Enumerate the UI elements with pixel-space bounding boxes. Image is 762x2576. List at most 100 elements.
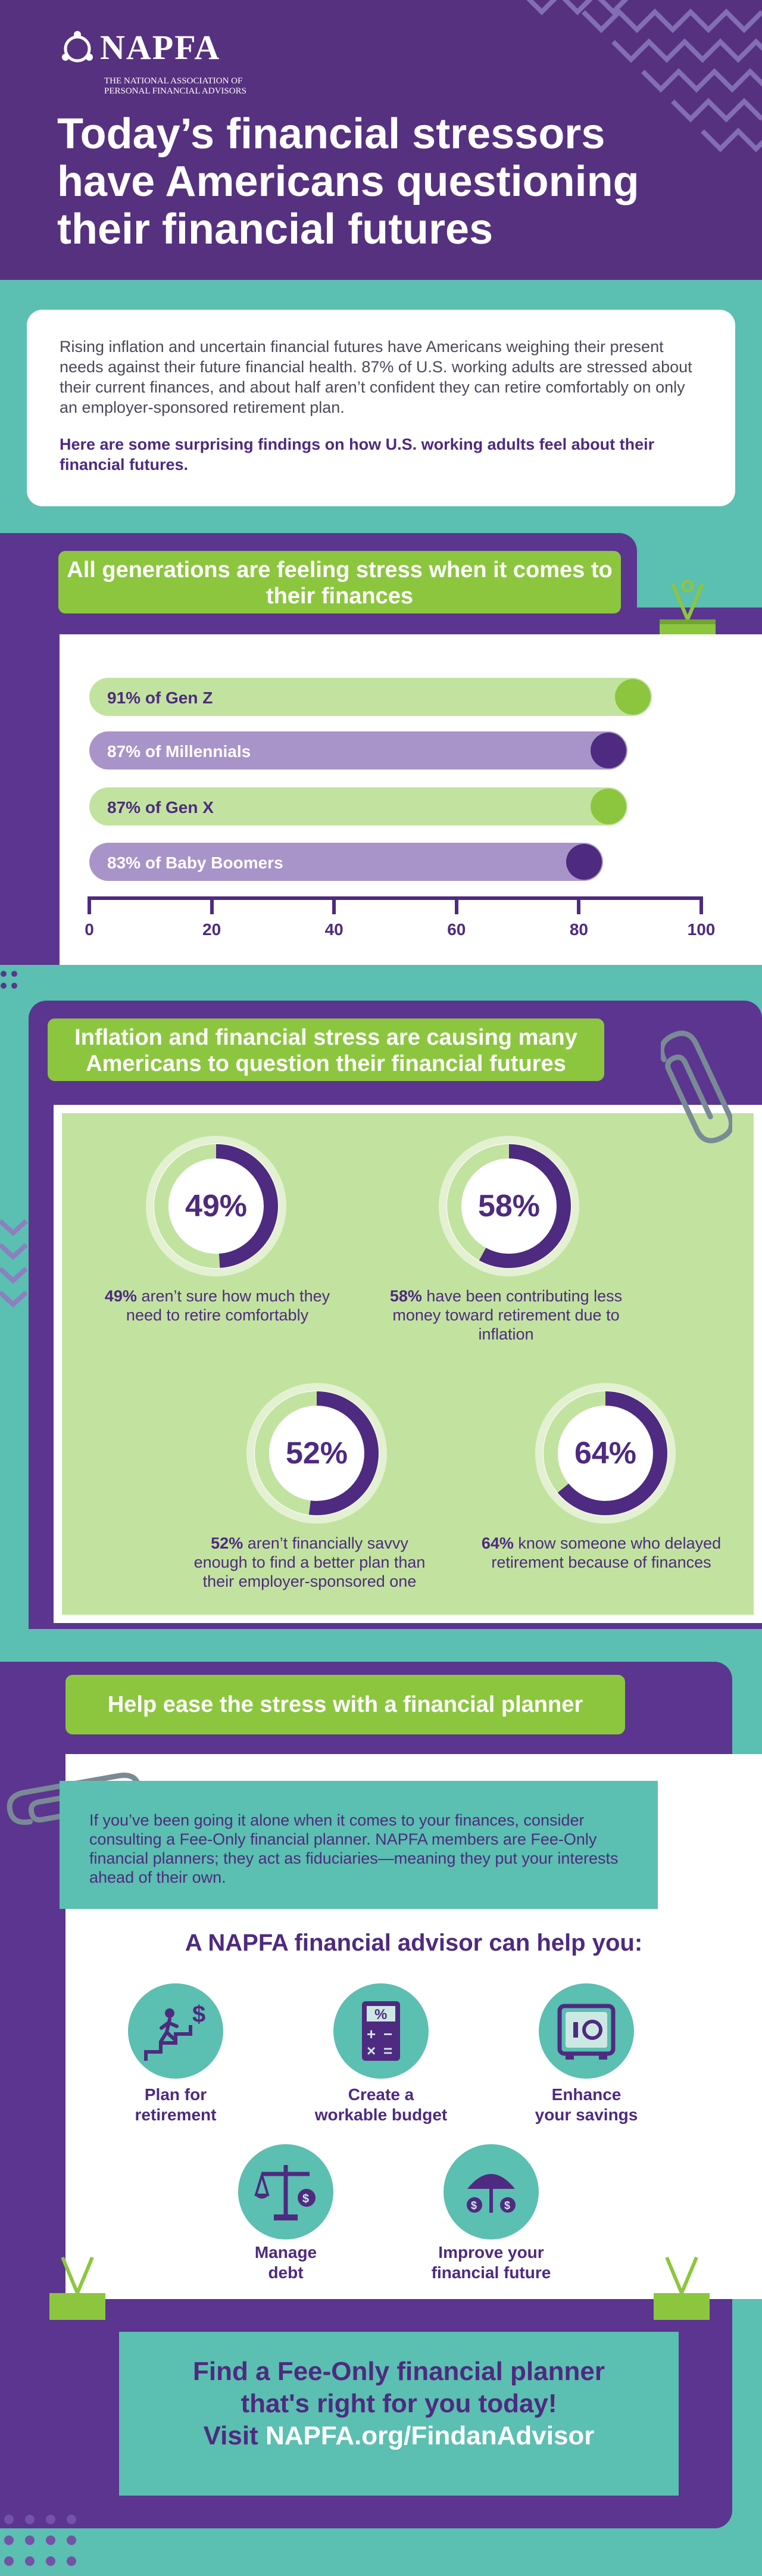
cta-line-2: that's right for you today! <box>241 2389 557 2418</box>
item-label-savings: Enhance your savings <box>497 2085 676 2125</box>
x-tick-label: 60 <box>447 920 466 939</box>
bar-label: 91% of Gen Z <box>107 689 213 707</box>
svg-text:−: − <box>383 2025 392 2043</box>
item-label-line1: Plan for <box>144 2085 207 2104</box>
bar-end-dot <box>566 844 602 880</box>
item-label-line2: workable budget <box>314 2105 448 2124</box>
section1-title: All generations are feeling stress when … <box>58 551 621 613</box>
donut-64: 64% <box>534 1382 677 1525</box>
bar-label: 87% of Gen X <box>107 798 214 817</box>
calculator-icon: % + − × = <box>362 2001 400 2061</box>
retirement-circle: $ <box>128 1983 223 2079</box>
zigzag-decoration <box>526 0 762 152</box>
logo-subtitle: THE NATIONAL ASSOCIATION OF PERSONAL FIN… <box>104 76 246 96</box>
item-label-budget: Create a workable budget <box>292 2085 470 2125</box>
donut-58: 58% <box>438 1135 580 1278</box>
donut-ring <box>146 1136 286 1276</box>
stats-card <box>54 1105 762 1623</box>
bar-end-dot <box>591 789 627 824</box>
donut-ring <box>535 1383 676 1524</box>
x-tick-label: 0 <box>85 920 94 939</box>
bar-label: 87% of Millennials <box>107 742 251 761</box>
donut-ring <box>439 1136 579 1276</box>
item-label-future: Improve your financial future <box>402 2242 580 2283</box>
retirement-stairs-icon: $ <box>144 2001 205 2061</box>
dots-bottom-decoration <box>4 2515 76 2566</box>
donut-ring <box>246 1383 387 1524</box>
item-label-line2: debt <box>268 2263 304 2282</box>
donut-value: 52% <box>285 1436 348 1471</box>
donut-arc <box>255 1391 379 1515</box>
x-tick-label: 20 <box>202 920 221 939</box>
x-axis <box>88 896 701 900</box>
x-tick-label: 100 <box>687 920 716 939</box>
item-label-line1: Create a <box>348 2085 414 2104</box>
savings-circle <box>539 1983 634 2079</box>
stat-text: 58% have been contributing less money to… <box>389 1287 623 1343</box>
x-tick-label: 40 <box>324 920 343 939</box>
stat-text: 64% know someone who delayed retirement … <box>481 1534 722 1571</box>
svg-text:$: $ <box>302 2192 309 2206</box>
donut-arc <box>447 1144 571 1268</box>
cta-visit-text: Visit <box>203 2421 266 2450</box>
svg-text:×: × <box>367 2042 376 2060</box>
logo-people-icon <box>60 30 95 66</box>
section2-title: Inflation and financial stress are causi… <box>48 1018 604 1081</box>
bar-label: 83% of Baby Boomers <box>107 854 283 872</box>
bar-gen-x: 87% of Gen X <box>89 787 628 826</box>
donut-arc <box>544 1391 667 1515</box>
item-label-retirement: Plan for retirement <box>86 2085 265 2125</box>
stat-text: 52% aren’t financially savvy enough to f… <box>193 1534 426 1590</box>
item-label-line2: your savings <box>535 2105 638 2124</box>
donut-value: 58% <box>477 1189 541 1223</box>
svg-text:$: $ <box>471 2200 477 2211</box>
dots-decoration <box>1 971 17 989</box>
bar-gen-z: 91% of Gen Z <box>89 678 652 716</box>
intro-bold-text: Here are some surprising findings on how… <box>60 435 655 474</box>
binder-clip-right-icon <box>654 2256 710 2320</box>
bar-end-dot <box>591 733 627 768</box>
binder-clip-left-icon <box>49 2256 105 2320</box>
intro-card: Rising inflation and uncertain financial… <box>27 310 735 506</box>
x-tick <box>577 896 581 914</box>
donut-arc <box>154 1144 278 1268</box>
help-title: A NAPFA financial advisor can help you: <box>185 1930 643 1956</box>
svg-text:=: = <box>383 2042 392 2060</box>
scale-icon: $ <box>254 2165 316 2220</box>
x-tick <box>210 896 214 914</box>
item-label-line1: Enhance <box>551 2085 622 2104</box>
donut-value: 64% <box>574 1436 637 1471</box>
bar-end-dot <box>615 679 651 715</box>
umbrella-icon: $ $ <box>467 2174 516 2213</box>
header: NAPFA THE NATIONAL ASSOCIATION OF PERSON… <box>0 0 762 280</box>
cta-link[interactable]: NAPFA.org/FindanAdvisor <box>265 2421 595 2450</box>
item-label-line2: financial future <box>431 2263 551 2282</box>
logo-word: NAPFA <box>100 28 221 67</box>
stat-text: 49% aren’t sure how much they need to re… <box>104 1287 330 1324</box>
section3-title: Help ease the stress with a financial pl… <box>65 1675 625 1734</box>
cta-box[interactable]: Find a Fee-Only financial planner that's… <box>119 2332 679 2496</box>
x-tick <box>332 896 336 914</box>
donut-value: 49% <box>185 1189 248 1223</box>
logo-sub-line-2: PERSONAL FINANCIAL ADVISORS <box>104 86 246 96</box>
donut-49: 49% <box>145 1135 288 1278</box>
x-tick <box>699 896 703 914</box>
cta-line-1: Find a Fee-Only financial planner <box>193 2357 605 2386</box>
page-title: Today’s financial stressors have America… <box>57 110 639 253</box>
advice-box: If you’ve been going it alone when it co… <box>60 1781 658 1909</box>
item-label-line1: Manage <box>254 2243 317 2262</box>
svg-text:+: + <box>367 2025 376 2043</box>
donut-52: 52% <box>245 1382 388 1525</box>
napfa-logo[interactable]: NAPFA <box>60 30 220 66</box>
x-tick-label: 80 <box>569 920 588 939</box>
item-label-line1: Improve your <box>438 2243 544 2262</box>
x-tick <box>88 896 91 914</box>
item-label-line2: retirement <box>135 2105 217 2124</box>
svg-text:$: $ <box>504 2200 510 2211</box>
cta-line-3: Visit NAPFA.org/FindanAdvisor <box>119 2420 679 2452</box>
bar-millennials: 87% of Millennials <box>89 731 628 770</box>
debt-circle: $ <box>238 2144 333 2239</box>
chevrons-decoration <box>0 1219 28 1308</box>
paperclip-icon <box>661 1030 732 1144</box>
svg-text:%: % <box>374 2007 387 2023</box>
